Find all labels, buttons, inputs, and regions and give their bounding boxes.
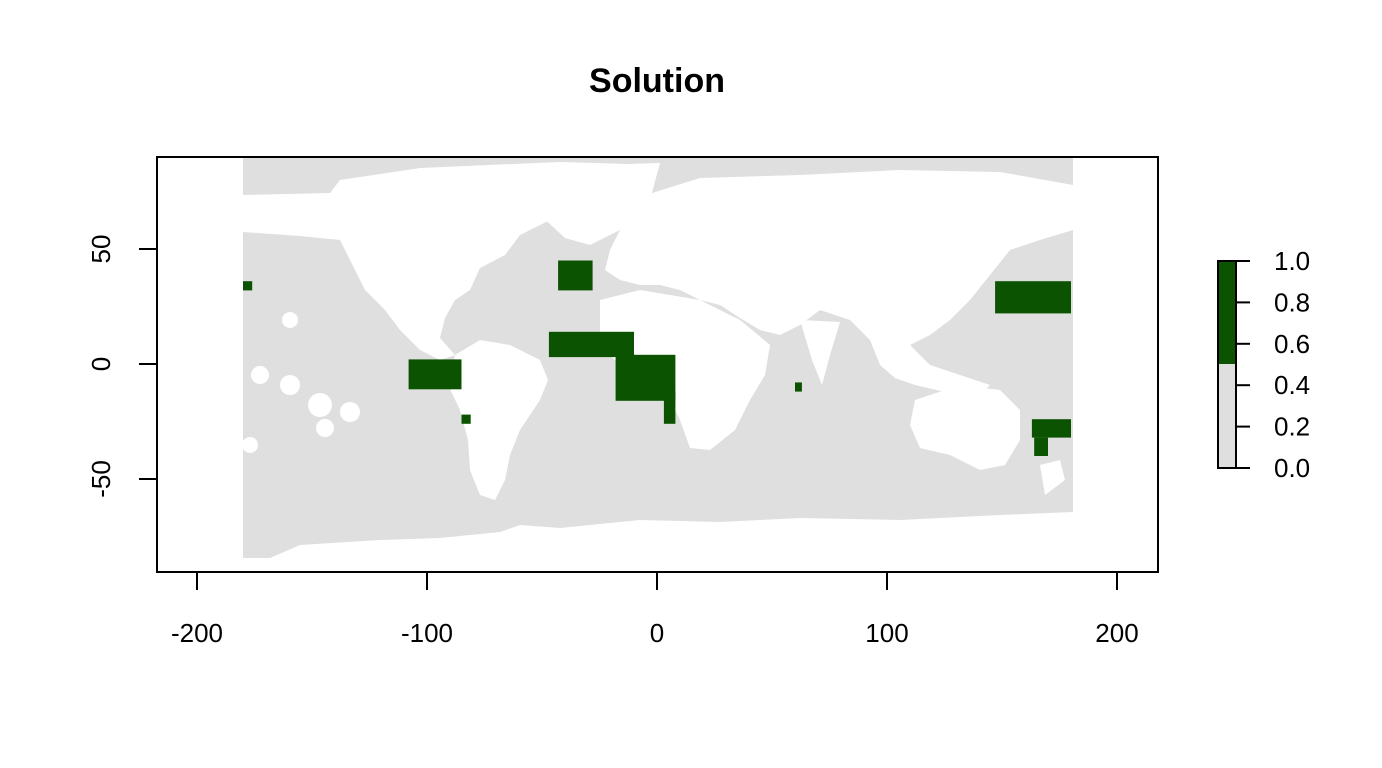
land-eurasia (605, 170, 1073, 360)
legend-high-swatch (1218, 261, 1236, 364)
legend-ticks: 0.0 0.2 0.4 0.6 0.8 1.0 (1236, 246, 1310, 483)
land-antarctica (270, 512, 1073, 558)
land-australia (910, 385, 1020, 470)
selected-cell (408, 359, 462, 390)
selected-cell (558, 260, 593, 291)
y-tick-label: 50 (86, 235, 116, 264)
land-africa (600, 290, 770, 450)
land-pacific-island (316, 419, 334, 437)
selected-cell (548, 331, 634, 358)
land-mask (242, 162, 1073, 558)
selected-cell (1031, 419, 1071, 438)
selected-cell (243, 281, 253, 291)
legend-low-swatch (1218, 364, 1236, 468)
legend-tick-label: 0.6 (1274, 329, 1310, 359)
land-south-america (448, 340, 548, 500)
selected-cell (995, 281, 1071, 314)
selected-cell (663, 391, 676, 424)
legend-tick-label: 0.2 (1274, 412, 1310, 442)
legend-tick-label: 0.4 (1274, 370, 1310, 400)
legend-frame (1217, 260, 1237, 469)
selected-cell (1034, 437, 1048, 456)
y-tick-label: -50 (86, 460, 116, 498)
x-tick-label: 0 (650, 618, 664, 648)
y-axis: -50 0 50 (86, 235, 158, 498)
land-india (800, 320, 840, 385)
map-area (242, 158, 1073, 558)
y-tick-label: 0 (86, 357, 116, 371)
land-pacific-island (308, 393, 332, 417)
legend-tick-label: 0.8 (1274, 287, 1310, 317)
selected-cell (461, 414, 471, 424)
selected-cell (795, 382, 802, 392)
legend-tick-label: 0.0 (1274, 453, 1310, 483)
plot-title: Solution (589, 62, 725, 100)
land-greenland (500, 163, 660, 245)
land-southeast-asia (870, 340, 990, 395)
x-tick-label: 100 (865, 618, 908, 648)
land-pacific-island (282, 312, 298, 328)
legend-colorbar: 0.0 0.2 0.4 0.6 0.8 1.0 (1217, 246, 1310, 483)
land-pacific-island (280, 375, 300, 395)
land-pacific-island (340, 402, 360, 422)
legend-tick-label: 1.0 (1274, 246, 1310, 276)
land-new-zealand (1040, 460, 1065, 495)
x-tick-label: -100 (401, 618, 453, 648)
selected-cells (243, 260, 1071, 456)
land-pacific-island (251, 366, 269, 384)
land-pacific-island (242, 437, 258, 453)
x-tick-label: 200 (1095, 618, 1138, 648)
x-axis: -200 -100 0 100 200 (171, 571, 1139, 648)
x-tick-label: -200 (171, 618, 223, 648)
